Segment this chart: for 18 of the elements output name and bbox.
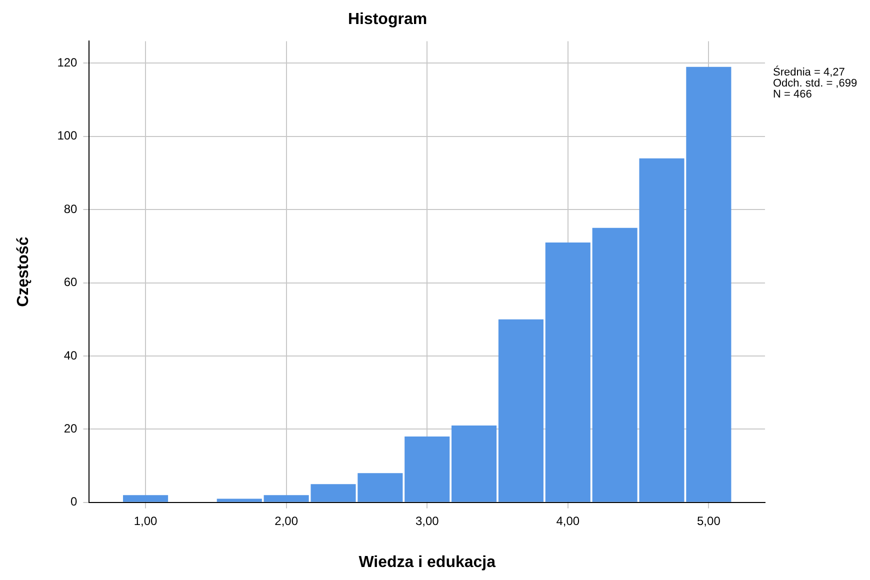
x-tick-label: 5,00 [697,514,721,528]
text: Średnia = 4,27 [773,66,845,79]
x-tick-label: 3,00 [415,514,440,528]
text: N = 466 [773,88,812,101]
x-tick-label: 4,00 [556,514,580,528]
y-tick-label: 20 [64,422,78,436]
y-tick-label: 60 [64,275,78,290]
y-axis-title: Częstość [15,236,32,307]
chart-title: Histogram [348,11,428,28]
y-tick-label: 80 [64,202,78,216]
x-axis-title: Wiedza i edukacja [358,554,496,571]
y-tick-label: 100 [57,128,78,143]
y-tick-label: 120 [57,55,78,70]
x-tick-label: 2,00 [274,514,298,528]
x-tick-label: 1,00 [134,514,158,528]
y-tick-label: 0 [70,494,78,509]
y-tick-label: 40 [64,348,78,362]
text: Odch. std. = ,699 [773,78,858,90]
